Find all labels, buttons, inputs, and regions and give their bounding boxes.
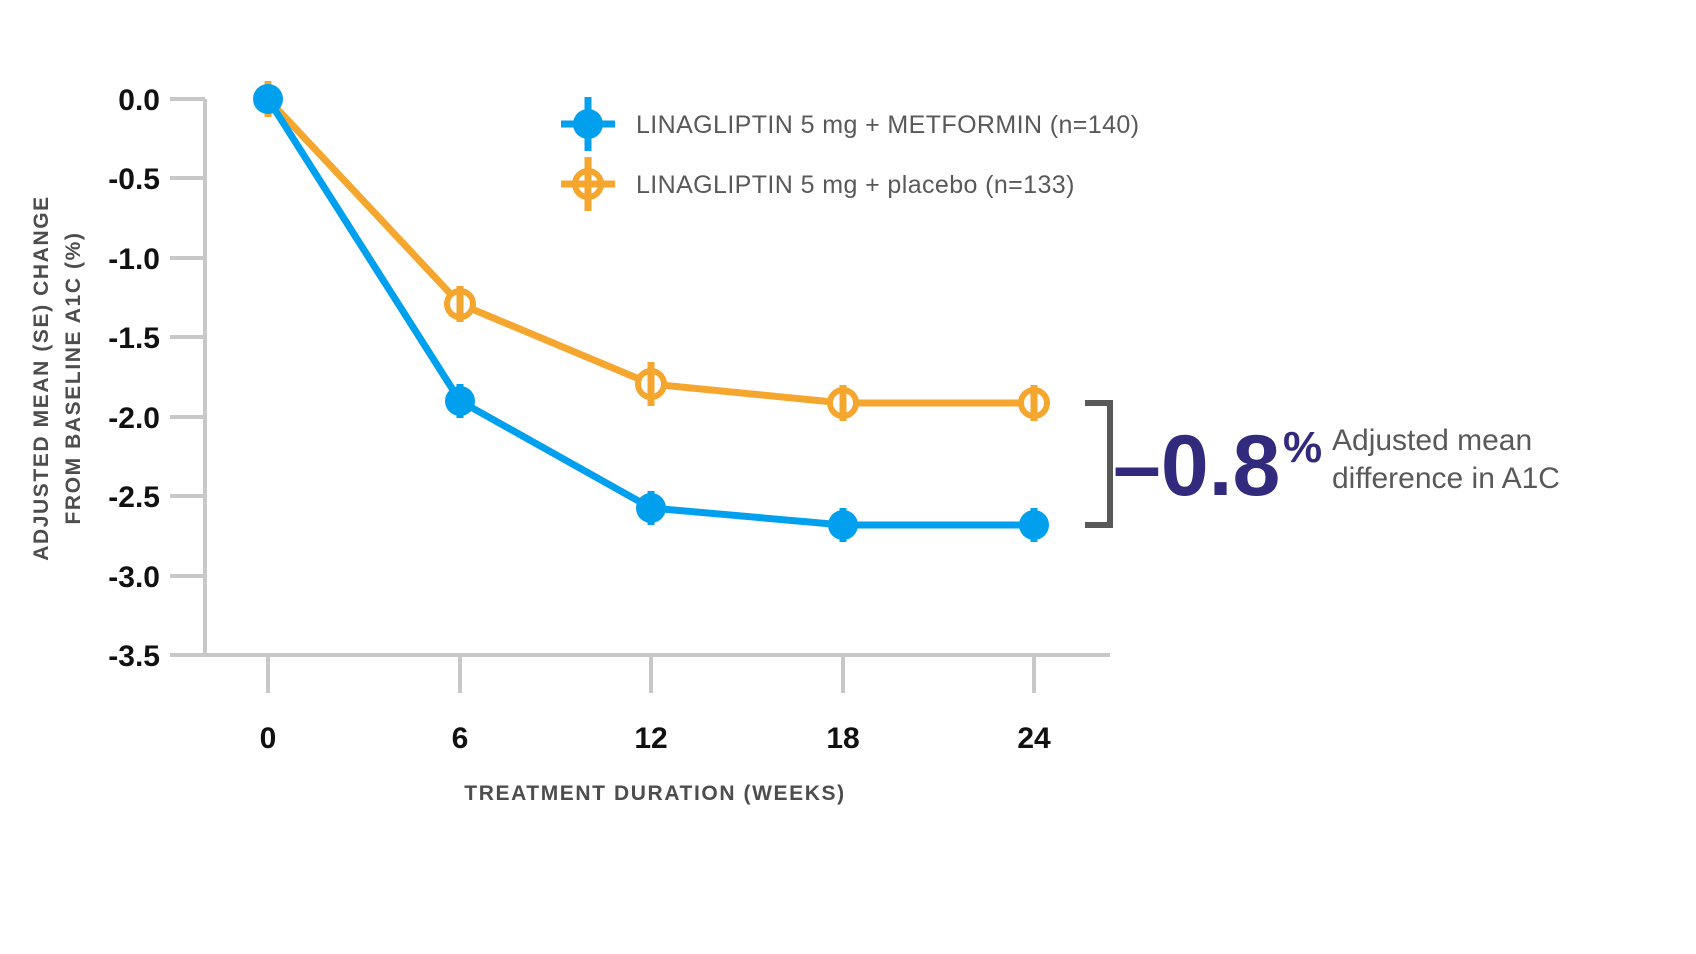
x-tick-label-1: 6 bbox=[452, 722, 469, 755]
markers-placebo bbox=[444, 288, 1050, 419]
y-tick-label-1: -0.5 bbox=[108, 163, 160, 196]
legend-marker-placebo-icon bbox=[561, 157, 615, 211]
y-tick-labels: 0.0 -0.5 -1.0 -1.5 -2.0 -2.5 -3.0 -3.5 bbox=[108, 84, 160, 673]
axis-group bbox=[203, 99, 1110, 657]
y-tick-label-2: -1.0 bbox=[108, 243, 160, 276]
difference-description-line1: Adjusted mean bbox=[1332, 424, 1532, 457]
legend-item-placebo[interactable]: LINAGLIPTIN 5 mg + placebo (n=133) bbox=[561, 157, 1075, 211]
x-axis-title: TREATMENT DURATION (WEEKS) bbox=[464, 782, 845, 805]
difference-annotation: –0.8 % Adjusted mean difference in A1C bbox=[1113, 418, 1560, 514]
marker-crosshairs-placebo bbox=[456, 286, 1038, 421]
x-tick-label-4: 24 bbox=[1017, 722, 1051, 755]
y-tick-label-6: -3.0 bbox=[108, 561, 160, 594]
y-tick-label-4: -2.0 bbox=[108, 402, 160, 435]
difference-description-line2: difference in A1C bbox=[1332, 462, 1560, 495]
x-tick-labels: 0 6 12 18 24 bbox=[260, 722, 1051, 755]
series-linagliptin-metformin[interactable] bbox=[253, 84, 1049, 542]
y-tick-label-3: -1.5 bbox=[108, 322, 160, 355]
x-ticks bbox=[266, 655, 1036, 693]
x-tick-label-0: 0 bbox=[260, 722, 277, 755]
data-point-metformin-0 bbox=[253, 84, 283, 114]
y-tick-label-0: 0.0 bbox=[118, 84, 160, 117]
y-tick-label-5: -2.5 bbox=[108, 481, 160, 514]
y-ticks bbox=[170, 97, 205, 657]
legend-label-metformin: LINAGLIPTIN 5 mg + METFORMIN (n=140) bbox=[636, 111, 1139, 139]
x-tick-label-3: 18 bbox=[826, 722, 859, 755]
legend-label-placebo: LINAGLIPTIN 5 mg + placebo (n=133) bbox=[636, 171, 1075, 199]
y-axis-title-line2: FROM BASELINE A1C (%) bbox=[62, 232, 85, 525]
bracket-path bbox=[1085, 400, 1113, 528]
difference-bracket bbox=[1085, 400, 1113, 528]
series-line-metformin bbox=[264, 95, 1038, 529]
data-point-metformin-12 bbox=[636, 493, 666, 523]
difference-value: –0.8 bbox=[1113, 418, 1280, 514]
data-point-metformin-6 bbox=[445, 386, 475, 416]
legend-marker-metformin-icon bbox=[561, 97, 615, 151]
x-tick-label-2: 12 bbox=[634, 722, 667, 755]
data-point-metformin-24 bbox=[1019, 510, 1049, 540]
legend-item-metformin[interactable]: LINAGLIPTIN 5 mg + METFORMIN (n=140) bbox=[561, 97, 1139, 151]
markers-metformin bbox=[253, 84, 1049, 540]
series-linagliptin-placebo[interactable] bbox=[264, 81, 1050, 421]
series-line-placebo bbox=[264, 95, 1038, 407]
data-point-metformin-18 bbox=[828, 510, 858, 540]
y-tick-label-7: -3.5 bbox=[108, 640, 160, 673]
chart-legend: LINAGLIPTIN 5 mg + METFORMIN (n=140) LIN… bbox=[561, 97, 1139, 211]
difference-percent-sign: % bbox=[1283, 423, 1322, 472]
y-axis-title-line1: ADJUSTED MEAN (SE) CHANGE bbox=[30, 195, 53, 561]
